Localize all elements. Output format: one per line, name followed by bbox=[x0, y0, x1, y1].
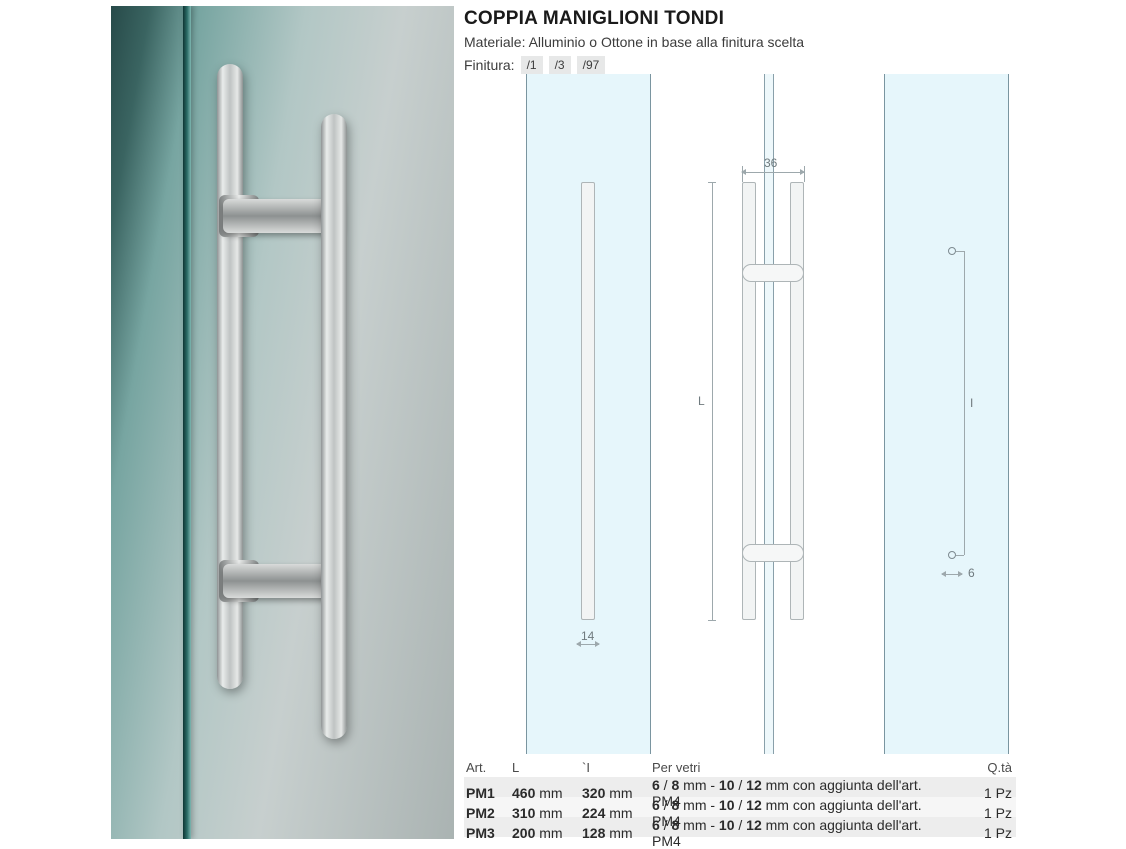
glass-edge bbox=[183, 6, 191, 839]
dim-line bbox=[942, 574, 962, 575]
cell-I: 224 mm bbox=[582, 805, 652, 821]
dim-hole-diameter: 6 bbox=[968, 566, 975, 580]
cell-art: PM2 bbox=[466, 805, 512, 821]
cell-qty: 1 Pz bbox=[938, 805, 1018, 821]
dim-ext bbox=[956, 555, 964, 556]
finish-chip: /3 bbox=[549, 56, 571, 74]
dim-interaxis: I bbox=[970, 396, 973, 410]
dim-overall-length: L bbox=[698, 394, 705, 408]
finish-label: Finitura: bbox=[464, 57, 515, 73]
dim-ext bbox=[708, 182, 716, 183]
col-per-vetri: Per vetri bbox=[652, 760, 938, 775]
dim-ext bbox=[742, 166, 743, 182]
handle-bar-front bbox=[321, 114, 347, 739]
standoff-side-top bbox=[742, 264, 804, 282]
mounting-hole bbox=[948, 551, 956, 559]
table-row: PM1 460 mm 320 mm 6 / 8 mm - 10 / 12 mm … bbox=[464, 777, 1016, 797]
standoff-side-bottom bbox=[742, 544, 804, 562]
material-line: Materiale: Alluminio o Ottone in base al… bbox=[464, 34, 1126, 50]
cell-L: 310 mm bbox=[512, 805, 582, 821]
cell-art: PM3 bbox=[466, 825, 512, 841]
col-I: `I bbox=[582, 760, 652, 775]
glass-panel-holes bbox=[884, 74, 1009, 754]
dim-standoff-gap: 36 bbox=[764, 156, 777, 170]
dim-line bbox=[964, 251, 965, 555]
product-title: COPPIA MANIGLIONI TONDI bbox=[464, 8, 1126, 30]
cell-qty: 1 Pz bbox=[938, 785, 1018, 801]
cell-I: 320 mm bbox=[582, 785, 652, 801]
glass-panel-side bbox=[764, 74, 774, 754]
dim-ext bbox=[708, 620, 716, 621]
cell-glass: 6 / 8 mm - 10 / 12 mm con aggiunta dell'… bbox=[652, 817, 938, 849]
dim-rod-diameter: 14 bbox=[581, 629, 594, 643]
cell-art: PM1 bbox=[466, 785, 512, 801]
cell-I: 128 mm bbox=[582, 825, 652, 841]
dim-line bbox=[742, 172, 804, 173]
rod-front-view bbox=[581, 182, 595, 620]
col-L: L bbox=[512, 760, 582, 775]
finish-row: Finitura: /1 /3 /97 bbox=[464, 56, 1126, 74]
dim-line bbox=[712, 182, 713, 620]
mounting-hole bbox=[948, 247, 956, 255]
col-qta: Q.tà bbox=[938, 760, 1018, 775]
product-photo bbox=[111, 6, 454, 839]
cell-L: 460 mm bbox=[512, 785, 582, 801]
dim-ext bbox=[956, 251, 964, 252]
technical-drawing: 14 36 L I 6 bbox=[464, 74, 1024, 754]
dim-ext bbox=[804, 166, 805, 182]
cell-qty: 1 Pz bbox=[938, 825, 1018, 841]
spec-table: Art. L `I Per vetri Q.tà PM1 460 mm 320 … bbox=[464, 757, 1016, 837]
finish-chip: /1 bbox=[521, 56, 543, 74]
dim-line bbox=[577, 644, 599, 645]
cell-L: 200 mm bbox=[512, 825, 582, 841]
table-header: Art. L `I Per vetri Q.tà bbox=[464, 757, 1016, 777]
finish-chip: /97 bbox=[577, 56, 606, 74]
col-art: Art. bbox=[466, 760, 512, 775]
